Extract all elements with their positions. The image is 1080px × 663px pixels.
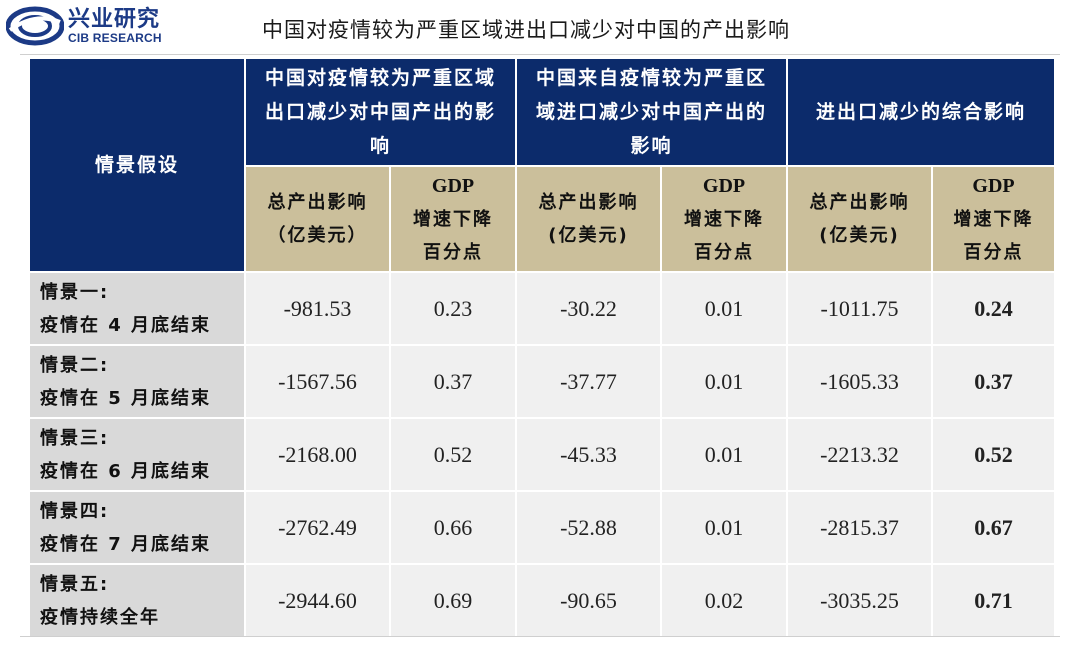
logo-cn-text: 兴业研究 — [68, 6, 161, 32]
subheader-output-export: 总产出影响 （亿美元） — [244, 165, 391, 273]
subheader-gdp-line2: 增速下降 — [413, 208, 493, 230]
cell-export-gdp: 0.69 — [388, 563, 518, 638]
table-row: 情景四: 疫情在 7 月底结束 -2762.49 0.66 -52.88 0.0… — [28, 490, 1057, 565]
scenario-label-line1: 情景四: — [40, 500, 110, 522]
cell-combined-output: -2213.32 — [786, 417, 934, 492]
scenario-label: 情景三: 疫情在 6 月底结束 — [28, 417, 246, 492]
cell-export-gdp: 0.23 — [388, 271, 518, 346]
logo-en-text: CIB RESEARCH — [68, 31, 162, 45]
scenario-label-line1: 情景一: — [40, 281, 110, 303]
scenario-label-line1: 情景三: — [40, 427, 110, 449]
export-impact-header: 中国对疫情较为严重区域出口减少对中国产出的影响 — [243, 57, 518, 167]
subheader-gdp-line3: 百分点 — [694, 241, 755, 263]
bottom-divider — [20, 636, 1060, 637]
cell-import-gdp: 0.01 — [660, 490, 789, 565]
subheader-gdp-import: GDP 增速下降 百分点 — [660, 165, 789, 273]
subheader-output-import: 总产出影响 (亿美元) — [515, 165, 663, 273]
cell-combined-output: -2815.37 — [786, 490, 934, 565]
cib-logo-icon — [6, 6, 64, 46]
subheader-gdp-line3: 百分点 — [963, 241, 1024, 263]
table-row: 情景三: 疫情在 6 月底结束 -2168.00 0.52 -45.33 0.0… — [28, 417, 1057, 492]
cell-import-output: -90.65 — [515, 563, 663, 638]
subheader-gdp-line1: GDP — [431, 174, 475, 197]
cell-export-gdp: 0.66 — [388, 490, 518, 565]
cell-export-output: -981.53 — [244, 271, 391, 346]
scenario-header: 情景假设 — [28, 57, 246, 273]
scenario-label-line2: 疫情在 7 月底结束 — [40, 533, 212, 555]
subheader-output-line1: 总产出影响 — [809, 192, 910, 213]
subheader-output-line2: (亿美元) — [819, 225, 900, 246]
scenario-label: 情景五: 疫情持续全年 — [28, 563, 246, 638]
scenario-label-line2: 疫情在 4 月底结束 — [40, 314, 212, 336]
cell-export-output: -2168.00 — [244, 417, 391, 492]
cell-export-output: -2762.49 — [244, 490, 391, 565]
cell-combined-output: -3035.25 — [786, 563, 934, 638]
cell-import-gdp: 0.02 — [660, 563, 789, 638]
subheader-output-line1: 总产出影响 — [538, 192, 639, 213]
subheader-gdp-line1: GDP — [702, 174, 746, 197]
subheader-output-line2: （亿美元） — [267, 225, 368, 246]
cell-combined-gdp: 0.52 — [931, 417, 1057, 492]
scenario-label: 情景二: 疫情在 5 月底结束 — [28, 344, 246, 419]
subheader-output-line1: 总产出影响 — [267, 192, 368, 213]
export-impact-header-text: 中国对疫情较为严重区域出口减少对中国产出的影响 — [265, 67, 497, 157]
scenario-label-line2: 疫情在 5 月底结束 — [40, 387, 212, 409]
subheader-output-line2: (亿美元) — [548, 225, 629, 246]
cell-export-gdp: 0.37 — [388, 344, 518, 419]
table-row: 情景五: 疫情持续全年 -2944.60 0.69 -90.65 0.02 -3… — [28, 563, 1057, 638]
subheader-gdp-export: GDP 增速下降 百分点 — [388, 165, 518, 273]
cell-import-gdp: 0.01 — [660, 344, 789, 419]
combined-impact-header-text: 进出口减少的综合影响 — [816, 101, 1027, 123]
scenario-label-line2: 疫情在 6 月底结束 — [40, 460, 212, 482]
page-title: 中国对疫情较为严重区域进出口减少对中国的产出影响 — [262, 18, 790, 42]
cell-import-output: -45.33 — [515, 417, 663, 492]
cell-combined-gdp: 0.37 — [931, 344, 1057, 419]
cell-import-output: -30.22 — [515, 271, 663, 346]
scenario-label: 情景一: 疫情在 4 月底结束 — [28, 271, 246, 346]
scenario-label: 情景四: 疫情在 7 月底结束 — [28, 490, 246, 565]
subheader-gdp-line2: 增速下降 — [953, 208, 1034, 230]
scenario-label-line1: 情景二: — [40, 354, 110, 376]
cell-combined-gdp: 0.71 — [931, 563, 1057, 638]
subheader-gdp-line3: 百分点 — [423, 241, 483, 263]
scenario-label-line1: 情景五: — [40, 573, 110, 595]
subheader-output-combined: 总产出影响 (亿美元) — [786, 165, 934, 273]
import-impact-header-text: 中国来自疫情较为严重区域进口减少对中国产出的影响 — [536, 67, 768, 157]
cell-combined-gdp: 0.24 — [931, 271, 1057, 346]
cell-export-gdp: 0.52 — [388, 417, 518, 492]
subheader-gdp-line2: 增速下降 — [684, 208, 765, 230]
subheader-gdp-line1: GDP — [972, 174, 1015, 197]
impact-table: 情景假设 中国对疫情较为严重区域出口减少对中国产出的影响 中国来自疫情较为严重区… — [28, 57, 1057, 638]
brand-logo: 兴业研究 CIB RESEARCH — [6, 6, 162, 46]
combined-impact-header: 进出口减少的综合影响 — [786, 57, 1057, 167]
cell-import-gdp: 0.01 — [660, 417, 789, 492]
import-impact-header: 中国来自疫情较为严重区域进口减少对中国产出的影响 — [515, 57, 789, 167]
cell-import-output: -37.77 — [515, 344, 663, 419]
scenario-label-line2: 疫情持续全年 — [40, 606, 160, 628]
cell-combined-output: -1011.75 — [786, 271, 934, 346]
cell-combined-output: -1605.33 — [786, 344, 934, 419]
table-row: 情景一: 疫情在 4 月底结束 -981.53 0.23 -30.22 0.01… — [28, 271, 1057, 346]
cell-import-gdp: 0.01 — [660, 271, 789, 346]
subheader-gdp-combined: GDP 增速下降 百分点 — [931, 165, 1057, 273]
cell-import-output: -52.88 — [515, 490, 663, 565]
top-divider — [20, 54, 1060, 55]
cell-export-output: -1567.56 — [244, 344, 391, 419]
cell-export-output: -2944.60 — [244, 563, 391, 638]
cell-combined-gdp: 0.67 — [931, 490, 1057, 565]
table-row: 情景二: 疫情在 5 月底结束 -1567.56 0.37 -37.77 0.0… — [28, 344, 1057, 419]
